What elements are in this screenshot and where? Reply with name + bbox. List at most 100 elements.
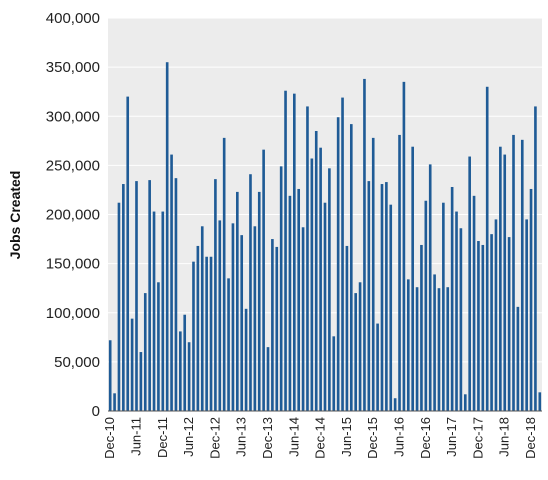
x-tick-label: Jun-15 <box>339 417 354 457</box>
bar <box>455 211 458 411</box>
bar <box>236 191 239 411</box>
bar <box>240 235 244 411</box>
bar <box>183 314 187 411</box>
bar <box>332 336 336 411</box>
bar <box>205 256 208 411</box>
bar <box>157 282 160 411</box>
bar <box>336 117 340 411</box>
bar <box>218 220 222 411</box>
bar <box>393 398 397 411</box>
bar <box>323 202 327 411</box>
y-tick-label: 250,000 <box>46 157 100 174</box>
y-tick-label: 200,000 <box>46 207 100 224</box>
y-tick-label: 100,000 <box>46 305 100 322</box>
bar <box>130 318 134 411</box>
bar <box>406 279 410 411</box>
bar <box>345 245 349 411</box>
bar <box>349 124 353 412</box>
bar <box>126 96 130 411</box>
bar <box>534 106 537 412</box>
x-tick-label: Dec-11 <box>155 417 170 458</box>
bar <box>196 245 200 411</box>
x-tick-label: Dec-16 <box>418 417 433 459</box>
bar <box>179 331 182 411</box>
bar <box>463 394 467 411</box>
bar <box>314 130 318 412</box>
bar <box>354 293 357 411</box>
bar <box>297 188 301 411</box>
bar <box>139 352 143 411</box>
y-tick-label: 400,000 <box>46 10 100 27</box>
x-tick-label: Jun-14 <box>286 417 301 457</box>
bar <box>459 228 463 411</box>
bar <box>490 234 493 411</box>
x-tick-label: Jun-13 <box>234 417 249 457</box>
bar <box>411 146 414 411</box>
bar <box>389 204 393 411</box>
x-tick-label: Jun-12 <box>181 417 196 457</box>
y-axis-ticks: 0 50,000 100,000 150,000 200,000 250,000 300,0… <box>46 10 100 420</box>
bar <box>262 149 265 411</box>
bar <box>428 164 432 411</box>
x-tick-label: Jun-18 <box>497 417 512 457</box>
bar <box>446 287 450 411</box>
bar <box>108 340 112 411</box>
bar <box>503 154 507 411</box>
x-tick-label: Dec-13 <box>260 417 275 459</box>
bar <box>319 147 322 411</box>
bar <box>231 223 235 411</box>
bar <box>214 179 217 411</box>
bar <box>420 244 423 411</box>
bar <box>520 139 524 411</box>
bar <box>227 278 230 411</box>
bar <box>249 174 252 411</box>
y-axis-title: Jobs Created <box>7 171 23 260</box>
bar <box>494 219 498 411</box>
bar <box>433 274 436 411</box>
x-tick-label: Dec-17 <box>470 417 485 459</box>
x-tick-label: Dec-12 <box>207 417 222 459</box>
x-tick-label: Dec-15 <box>365 417 380 459</box>
bar <box>450 186 454 411</box>
bar <box>477 241 480 411</box>
bar <box>293 93 296 412</box>
bar <box>279 166 283 411</box>
x-tick-label: Jun-11 <box>129 417 144 456</box>
y-tick-label: 0 <box>92 403 100 420</box>
bar <box>398 134 401 412</box>
y-tick-label: 150,000 <box>46 256 100 273</box>
bar <box>257 191 261 411</box>
bar <box>525 219 528 411</box>
bar <box>209 256 213 411</box>
x-tick-label: Jun-17 <box>444 417 459 457</box>
bar <box>424 200 428 411</box>
y-tick-label: 350,000 <box>46 59 100 76</box>
bar <box>288 195 292 411</box>
bar <box>385 182 388 411</box>
bar <box>415 287 419 411</box>
bar <box>306 106 309 412</box>
bar <box>192 261 195 411</box>
bars <box>108 62 542 412</box>
x-tick-label: Dec-18 <box>523 417 538 459</box>
x-tick-label: Jun-16 <box>392 417 407 457</box>
x-tick-label: Dec-14 <box>313 417 328 459</box>
y-tick-label: 300,000 <box>46 108 100 125</box>
bar <box>442 202 445 411</box>
bar <box>117 202 121 411</box>
bar <box>358 282 362 411</box>
bar <box>187 342 191 411</box>
bar <box>437 288 441 411</box>
bar <box>122 184 125 411</box>
bar <box>472 195 476 411</box>
bar <box>310 158 314 411</box>
bar <box>275 246 279 411</box>
bar <box>152 211 156 411</box>
bar <box>376 323 379 411</box>
bar <box>481 244 485 411</box>
bar <box>367 181 371 411</box>
bar <box>143 293 147 411</box>
bar <box>222 137 226 411</box>
x-axis-ticks: Dec-10 Jun-11 Dec-11 Jun-12 Dec-12 Jun-13 Dec-… <box>102 417 538 459</box>
